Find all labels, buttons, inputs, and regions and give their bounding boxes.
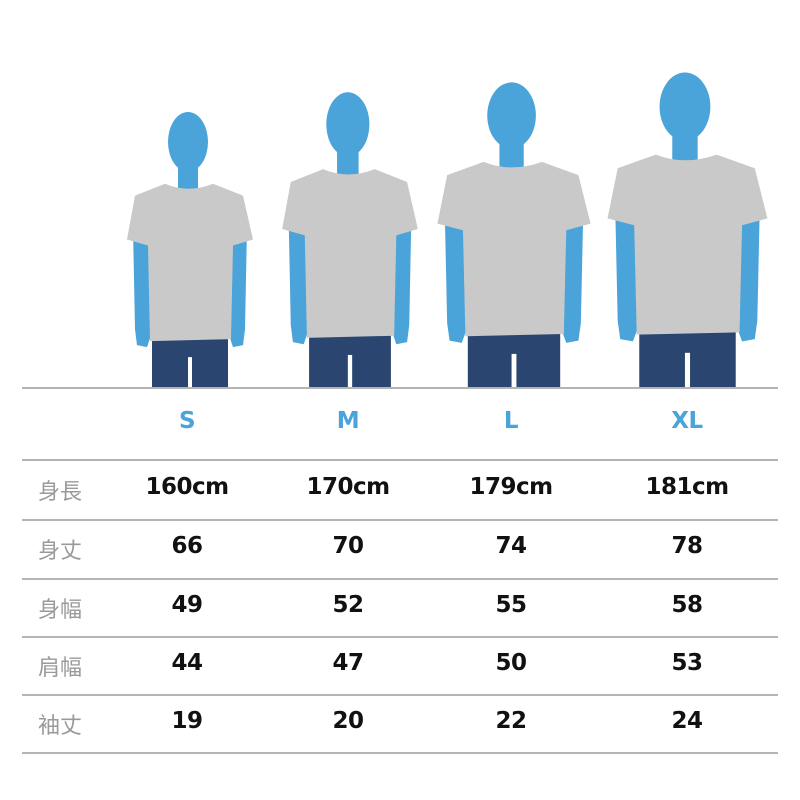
head-silhouette <box>168 111 208 172</box>
t-shirt <box>437 161 591 337</box>
table-cell: 20 <box>332 708 364 734</box>
table-cell: 52 <box>332 592 364 618</box>
table-cell: 19 <box>171 708 203 734</box>
arm-right <box>390 216 412 345</box>
size-header-xl: XL <box>671 408 703 434</box>
t-shirt <box>127 183 253 342</box>
row-label: 肩幅 <box>38 656 83 681</box>
table-cell: 179cm <box>469 474 553 500</box>
divider <box>22 578 778 580</box>
head-silhouette <box>487 82 536 149</box>
t-shirt <box>282 169 418 338</box>
arm-right <box>735 204 760 342</box>
size-header-s: S <box>178 408 196 434</box>
divider <box>22 459 778 461</box>
arm-left <box>444 210 468 343</box>
table-cell: 70 <box>332 533 364 559</box>
table-cell: 66 <box>171 533 203 559</box>
arm-right <box>560 210 584 343</box>
table-cell: 24 <box>671 708 703 734</box>
table-cell: 47 <box>332 650 364 676</box>
head-silhouette <box>326 92 370 157</box>
size-header-l: L <box>503 408 519 434</box>
row-label: 身丈 <box>38 539 83 564</box>
table-cell: 181cm <box>645 474 729 500</box>
divider <box>22 387 778 389</box>
size-header-m: M <box>336 408 360 434</box>
model-figure-m <box>280 88 420 387</box>
table-cell: 78 <box>671 533 703 559</box>
t-shirt <box>607 154 768 335</box>
table-cell: 53 <box>671 650 703 676</box>
model-figure-xl <box>605 68 770 387</box>
divider <box>22 519 778 521</box>
divider <box>22 694 778 696</box>
row-label: 身幅 <box>38 598 83 623</box>
divider <box>22 636 778 638</box>
arm-left <box>615 204 640 342</box>
table-cell: 50 <box>495 650 527 676</box>
arm-left <box>133 227 152 348</box>
table-cell: 58 <box>671 592 703 618</box>
model-figure-l <box>435 78 593 387</box>
row-label: 袖丈 <box>38 714 83 739</box>
table-cell: 170cm <box>306 474 390 500</box>
table-cell: 55 <box>495 592 527 618</box>
table-cell: 22 <box>495 708 527 734</box>
head-silhouette <box>659 72 711 141</box>
table-cell: 49 <box>171 592 203 618</box>
table-cell: 74 <box>495 533 527 559</box>
table-cell: 160cm <box>145 474 229 500</box>
arm-left <box>288 216 310 345</box>
model-figure-s <box>125 108 255 387</box>
divider <box>22 752 778 754</box>
arm-right <box>228 227 247 348</box>
table-cell: 44 <box>171 650 203 676</box>
row-label: 身長 <box>38 480 83 505</box>
